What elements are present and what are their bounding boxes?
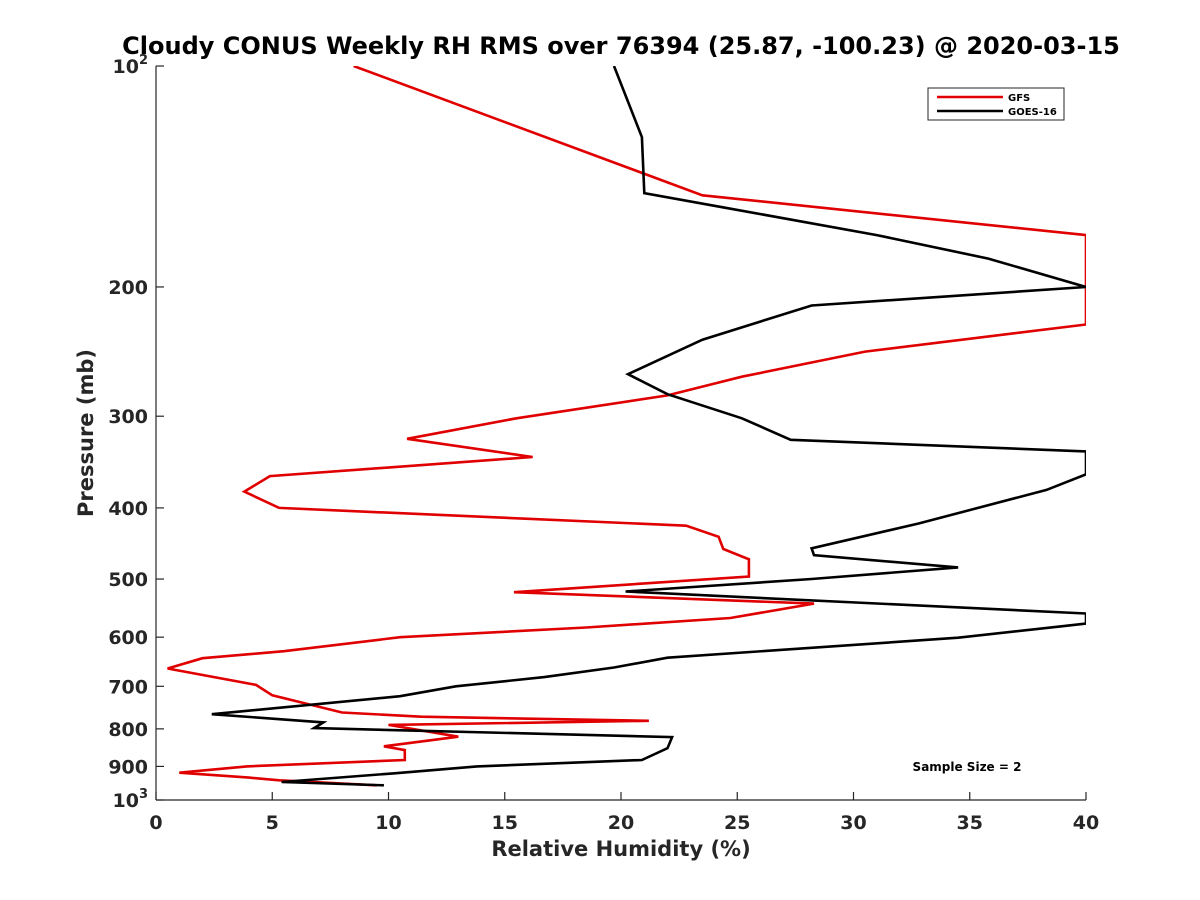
y-tick-label: 800: [108, 719, 148, 741]
legend: GFS GOES-16: [927, 87, 1065, 121]
x-tick-label: 20: [608, 812, 634, 834]
legend-box: [927, 87, 1065, 121]
y-tick-label: 900: [108, 756, 148, 778]
y-axis-label: Pressure (mb): [74, 349, 98, 517]
x-tick-label: 15: [492, 812, 518, 834]
y-tick-label: 200: [108, 277, 148, 299]
y-tick-label: 400: [108, 498, 148, 520]
y-tick-label: 700: [108, 676, 148, 698]
x-tick-label: 0: [149, 812, 162, 834]
x-tick-label: 5: [266, 812, 279, 834]
x-tick-label: 10: [375, 812, 401, 834]
y-axis-ticks: 102 200 300 400 500 600 700 800 900 103: [108, 53, 164, 812]
x-axis-label: Relative Humidity (%): [491, 837, 750, 861]
x-tick-label: 25: [724, 812, 750, 834]
y-tick-label: 600: [108, 627, 148, 649]
sample-size-annotation: Sample Size = 2: [913, 760, 1022, 774]
y-tick-label: 500: [108, 569, 148, 591]
y-tick-label: 300: [108, 406, 148, 428]
y-tick-label: 102: [113, 53, 149, 78]
series-layer: [167, 66, 1086, 787]
series-line-gfs: [167, 66, 1086, 787]
x-tick-label: 35: [957, 812, 983, 834]
legend-label-goes16: GOES-16: [1008, 107, 1057, 118]
series-line-goes16: [211, 66, 1086, 787]
chart-title: Cloudy CONUS Weekly RH RMS over 76394 (2…: [122, 32, 1120, 60]
x-tick-label: 40: [1073, 812, 1099, 834]
x-axis-ticks: 0 5 10 15 20 25 30 35 40: [149, 792, 1099, 834]
y-tick-label: 103: [113, 787, 149, 812]
x-tick-label: 30: [840, 812, 866, 834]
legend-label-gfs: GFS: [1008, 93, 1030, 104]
